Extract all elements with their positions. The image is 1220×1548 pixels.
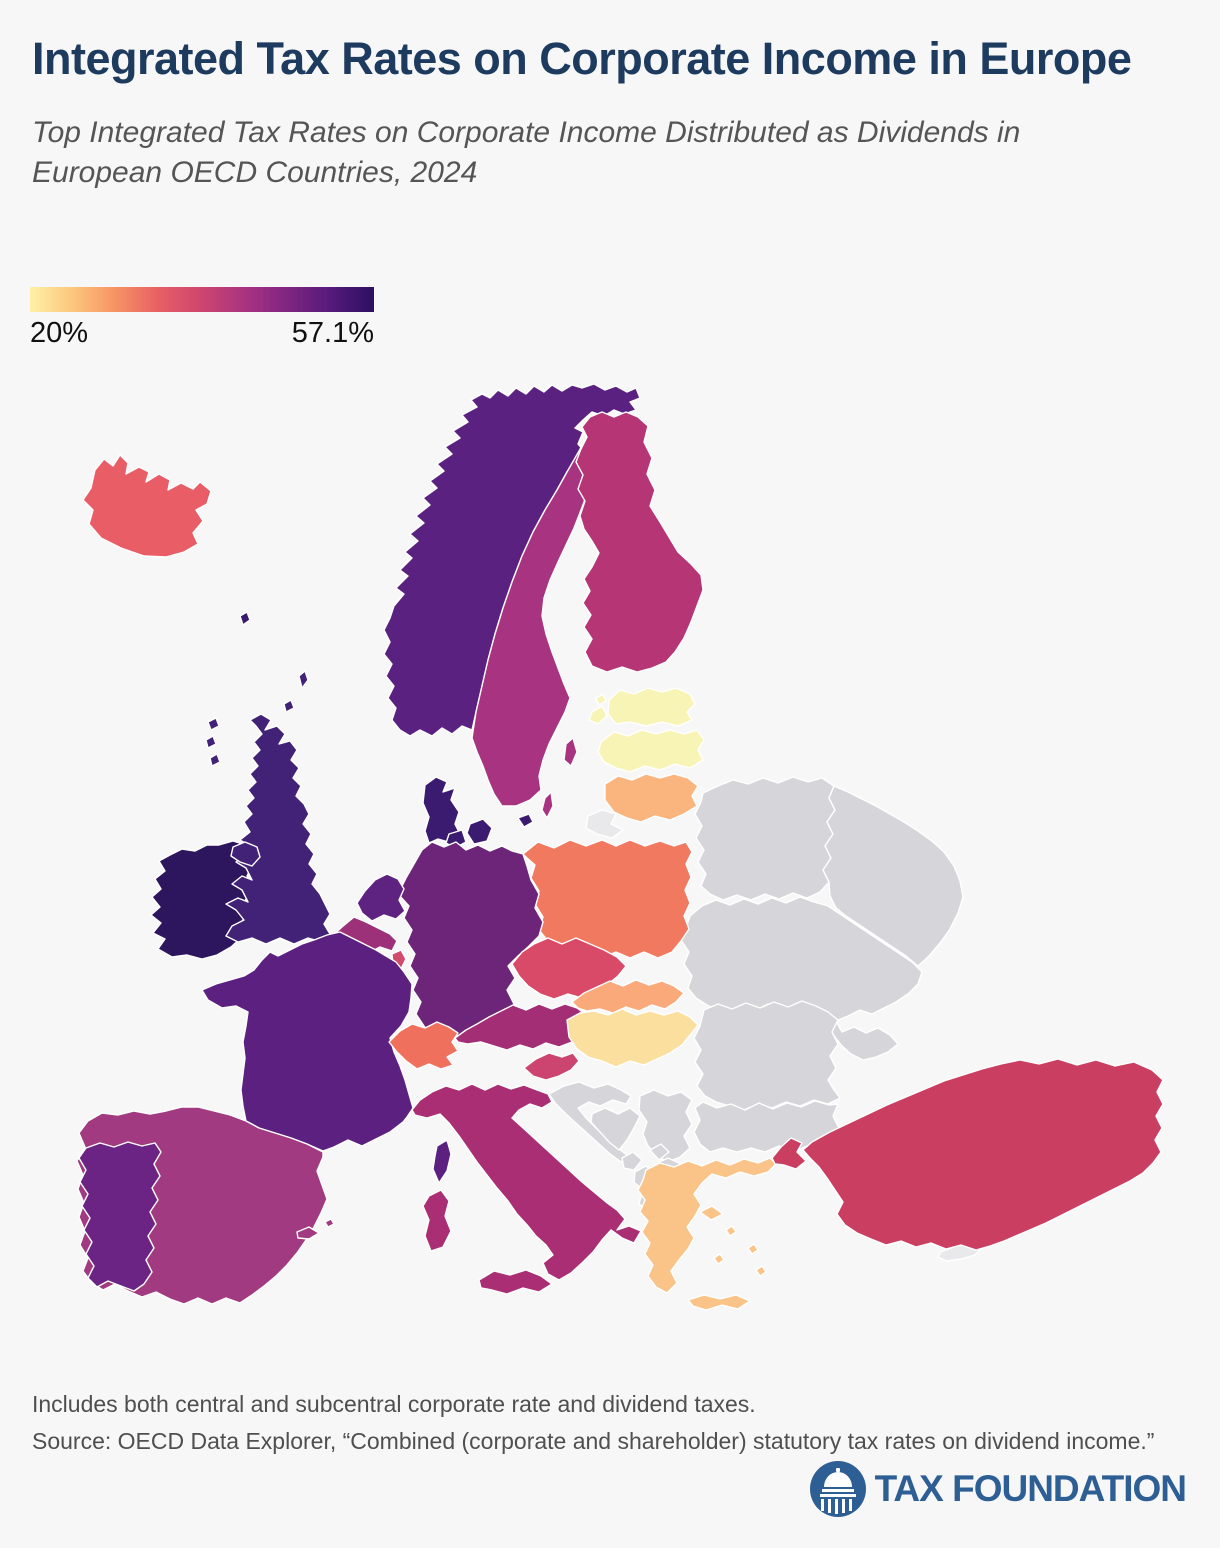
country-france[interactable]: [201, 931, 452, 1184]
country-slovakia[interactable]: [571, 979, 685, 1014]
country-portugal[interactable]: [78, 1141, 162, 1292]
region-romania[interactable]: [693, 1000, 841, 1111]
country-united-kingdom[interactable]: [205, 670, 331, 945]
capitol-dome-icon: [809, 1461, 866, 1517]
crete: [687, 1294, 751, 1311]
faroe-islands: [239, 611, 251, 626]
country-slovenia[interactable]: [523, 1052, 580, 1081]
country-estonia[interactable]: [588, 687, 696, 727]
country-norway[interactable]: [383, 383, 641, 737]
country-sweden[interactable]: [471, 443, 590, 819]
country-germany[interactable]: [397, 841, 544, 1037]
country-hungary[interactable]: [566, 1008, 699, 1068]
tax-foundation-logo[interactable]: TAX FOUNDATION: [809, 1460, 1187, 1518]
country-italy[interactable]: [411, 1083, 642, 1295]
country-switzerland[interactable]: [388, 1021, 459, 1070]
region-bosnia[interactable]: [590, 1107, 641, 1151]
country-greece[interactable]: [637, 1157, 777, 1311]
color-scale-legend: 20% 57.1%: [30, 287, 374, 350]
legend-labels: 20% 57.1%: [30, 317, 374, 350]
legend-min-label: 20%: [30, 317, 89, 349]
sardinia: [422, 1189, 452, 1252]
legend-gradient-bar: [30, 287, 374, 312]
corsica: [432, 1139, 452, 1184]
non-oecd-regions: [548, 776, 986, 1262]
header: Integrated Tax Rates on Corporate Income…: [32, 30, 1192, 194]
region-belarus[interactable]: [694, 776, 836, 901]
shetland-islands: [298, 670, 309, 689]
country-netherlands[interactable]: [356, 873, 406, 922]
region-russia[interactable]: [822, 785, 964, 967]
region-serbia[interactable]: [638, 1089, 693, 1163]
page-title: Integrated Tax Rates on Corporate Income…: [32, 33, 1132, 84]
region-kaliningrad[interactable]: [585, 809, 624, 839]
east-thrace: [771, 1137, 807, 1170]
country-finland[interactable]: [575, 411, 704, 673]
euboea: [699, 1205, 724, 1221]
region-montenegro[interactable]: [621, 1151, 643, 1171]
footer: Includes both central and subcentral cor…: [32, 1386, 1212, 1460]
footnote: Includes both central and subcentral cor…: [32, 1391, 756, 1417]
balearic-islands: [296, 1226, 320, 1240]
country-latvia[interactable]: [597, 729, 705, 773]
sicily: [478, 1269, 553, 1295]
page-subtitle: Top Integrated Tax Rates on Corporate In…: [32, 115, 1021, 190]
country-turkey[interactable]: [771, 1058, 1164, 1251]
region-kosovo[interactable]: [649, 1143, 670, 1161]
legend-max-label: 57.1%: [291, 317, 374, 349]
country-czechia[interactable]: [511, 937, 627, 1000]
country-poland[interactable]: [522, 839, 693, 959]
source-line: Source: OECD Data Explorer, “Combined (c…: [32, 1427, 1155, 1454]
logo-text: TAX FOUNDATION: [874, 1468, 1187, 1509]
northern-ireland: [230, 841, 261, 867]
country-iceland[interactable]: [82, 454, 212, 558]
country-lithuania[interactable]: [604, 773, 699, 823]
